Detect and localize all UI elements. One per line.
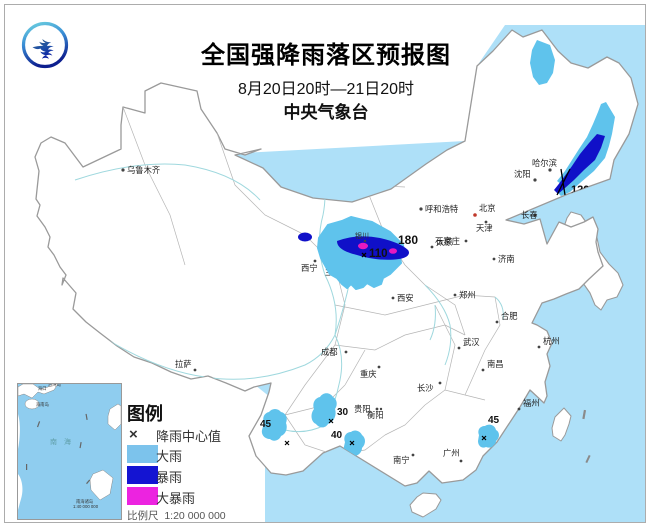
svg-text:长沙: 长沙 (417, 383, 434, 393)
svg-text:太原: 太原 (436, 237, 453, 247)
svg-text:45: 45 (260, 419, 272, 430)
svg-text:合肥: 合肥 (501, 311, 518, 321)
svg-text:成都: 成都 (321, 347, 338, 357)
svg-text:拉萨: 拉萨 (175, 359, 192, 369)
svg-text:天津: 天津 (476, 223, 493, 233)
svg-text:沈阳: 沈阳 (514, 169, 531, 179)
svg-text:南昌: 南昌 (487, 359, 504, 369)
svg-text:西宁: 西宁 (301, 263, 318, 273)
svg-text:呼和浩特: 呼和浩特 (425, 204, 458, 214)
svg-text:杭州: 杭州 (543, 336, 560, 346)
svg-text:福州: 福州 (523, 398, 540, 408)
svg-text:广州: 广州 (443, 448, 460, 458)
svg-text:武汉: 武汉 (463, 337, 480, 347)
svg-text:衡阳: 衡阳 (367, 410, 384, 420)
svg-text:西安: 西安 (397, 293, 414, 303)
svg-text:180: 180 (398, 233, 418, 247)
svg-text:40: 40 (331, 430, 343, 441)
svg-text:济南: 济南 (498, 254, 515, 264)
svg-text:30: 30 (337, 407, 349, 418)
svg-text:45: 45 (488, 415, 500, 426)
svg-text:乌鲁木齐: 乌鲁木齐 (127, 165, 160, 175)
svg-text:长春: 长春 (521, 210, 538, 220)
svg-text:北京: 北京 (479, 203, 496, 213)
svg-text:南宁: 南宁 (393, 455, 410, 465)
svg-text:郑州: 郑州 (459, 290, 476, 300)
svg-text:重庆: 重庆 (360, 369, 377, 379)
svg-text:110: 110 (369, 248, 388, 260)
svg-text:银川: 银川 (355, 231, 369, 240)
svg-text:哈尔滨: 哈尔滨 (532, 158, 557, 168)
